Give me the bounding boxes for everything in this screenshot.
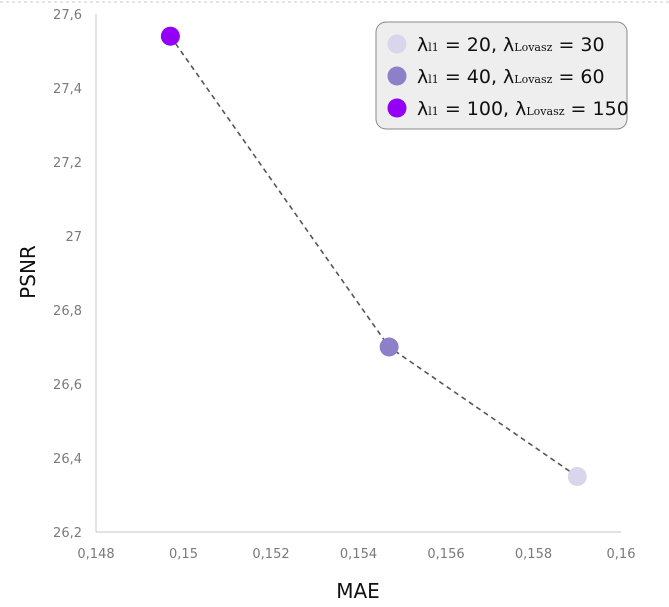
y-tick-label: 27	[65, 230, 82, 245]
data-point-1	[379, 337, 399, 357]
x-tick-label: 0,156	[427, 547, 464, 562]
legend-marker	[387, 66, 407, 86]
y-tick-label: 26,8	[53, 304, 82, 319]
legend-label: λl1 = 100, λLovasz = 150	[417, 98, 629, 120]
x-tick-label: 0,16	[607, 547, 636, 562]
y-tick-label: 26,4	[53, 452, 82, 467]
y-tick-label: 27,4	[53, 82, 82, 97]
legend-box	[375, 21, 628, 130]
y-tick-label: 26,2	[53, 526, 82, 541]
x-tick-label: 0,15	[169, 547, 198, 562]
legend: λl1 = 20, λLovasz = 30 λl1 = 40, λLovasz …	[375, 21, 629, 130]
legend-marker	[387, 34, 407, 54]
legend-label: λl1 = 20, λLovasz = 30	[417, 34, 605, 56]
legend-marker	[387, 98, 407, 118]
y-tick-labels: 26,2 26,4 26,6 26,8 27 27,2 27,4 27,6	[53, 8, 82, 541]
x-tick-label: 0,148	[77, 547, 114, 562]
x-axis-title: MAE	[336, 579, 380, 603]
y-tick-label: 27,6	[53, 8, 82, 23]
data-point-0	[160, 26, 180, 46]
x-tick-label: 0,158	[515, 547, 552, 562]
y-tick-label: 26,6	[53, 378, 82, 393]
x-tick-labels: 0,148 0,15 0,152 0,154 0,156 0,158 0,16	[77, 547, 635, 562]
data-points	[160, 26, 587, 486]
y-axis-title: PSNR	[16, 245, 40, 299]
x-tick-label: 0,154	[340, 547, 377, 562]
data-point-2	[567, 467, 587, 486]
legend-label: λl1 = 40, λLovasz = 60	[417, 66, 605, 88]
x-tick-label: 0,152	[252, 547, 289, 562]
y-tick-label: 27,2	[53, 156, 82, 171]
